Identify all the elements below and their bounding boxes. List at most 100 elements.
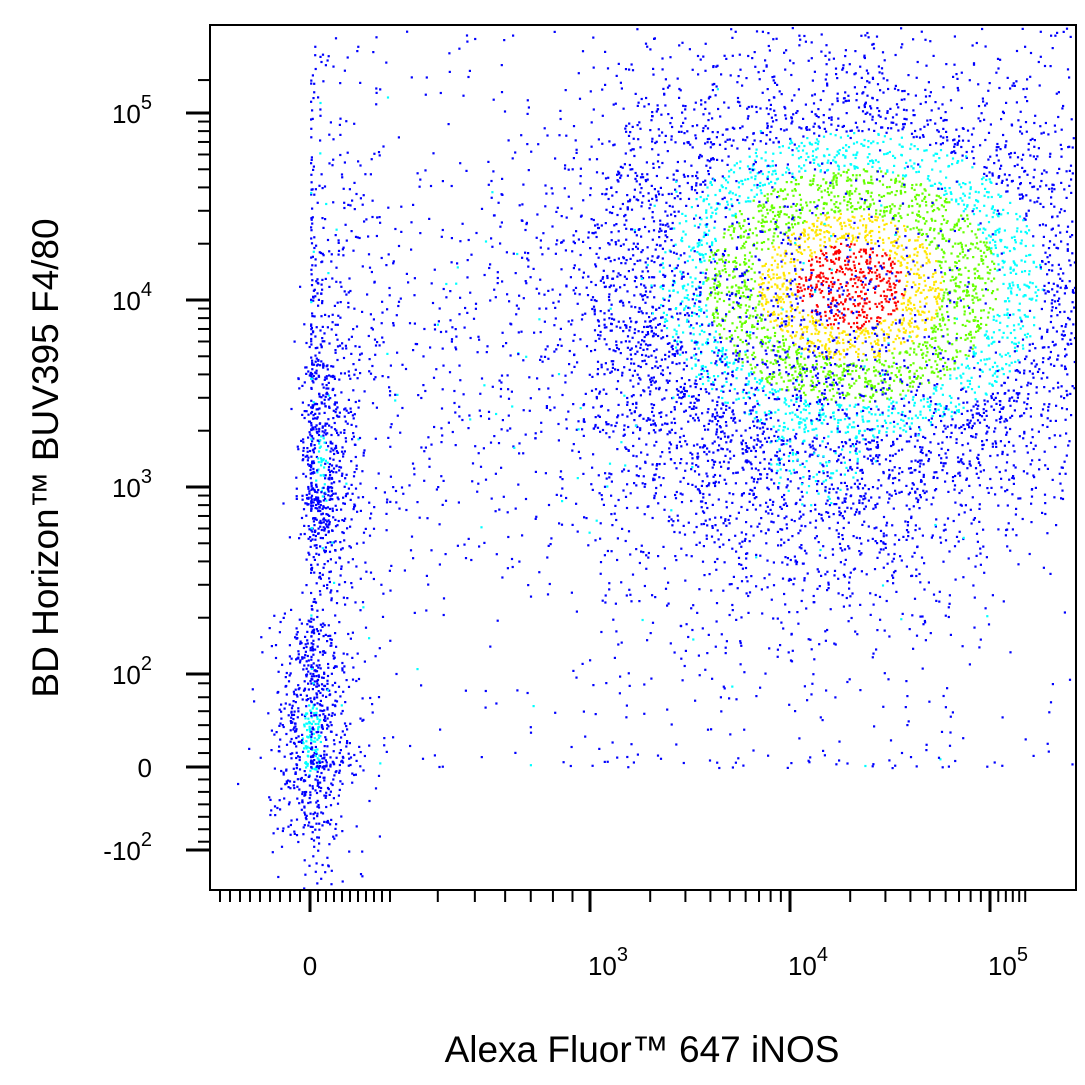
event-dot <box>1016 369 1019 372</box>
event-dot <box>854 72 857 75</box>
event-dot <box>870 496 873 499</box>
event-dot <box>835 364 838 367</box>
event-dot <box>771 268 774 272</box>
event-dot <box>946 139 949 142</box>
event-dot <box>688 307 691 310</box>
event-dot <box>767 182 771 185</box>
event-dot <box>1014 336 1017 340</box>
event-dot <box>966 257 969 260</box>
event-dot <box>848 245 851 248</box>
event-dot <box>855 350 858 354</box>
event-dot <box>658 134 661 137</box>
event-dot <box>955 332 959 335</box>
event-dot <box>505 251 508 254</box>
event-dot <box>741 364 744 367</box>
event-dot <box>1073 261 1076 264</box>
event-dot <box>816 219 819 222</box>
event-dot <box>510 390 513 393</box>
event-dot <box>521 256 524 259</box>
event-dot <box>475 231 478 235</box>
event-dot <box>954 282 957 285</box>
event-dot <box>740 441 743 444</box>
event-dot <box>916 487 919 491</box>
event-dot <box>803 288 806 291</box>
event-dot <box>720 465 723 468</box>
event-dot <box>964 334 968 337</box>
event-dot <box>713 482 716 485</box>
event-dot <box>970 133 974 136</box>
event-dot <box>990 207 993 210</box>
event-dot <box>714 292 717 295</box>
event-dot <box>499 395 502 398</box>
event-dot <box>1031 342 1034 345</box>
event-dot <box>782 429 785 432</box>
event-dot <box>427 583 430 586</box>
event-dot <box>812 150 815 153</box>
event-dot <box>781 298 784 301</box>
event-dot <box>862 406 865 409</box>
event-dot <box>704 183 707 186</box>
event-dot <box>761 358 764 361</box>
event-dot <box>763 467 766 470</box>
event-dot <box>897 89 900 92</box>
event-dot <box>867 140 870 143</box>
event-dot <box>354 601 357 604</box>
event-dot <box>705 216 708 219</box>
event-dot <box>799 251 802 254</box>
event-dot <box>348 374 351 377</box>
event-dot <box>956 143 959 146</box>
event-dot <box>930 371 933 374</box>
event-dot <box>592 108 595 111</box>
event-dot <box>619 274 622 277</box>
event-dot <box>941 288 944 291</box>
event-dot <box>1006 325 1009 328</box>
event-dot <box>660 304 663 307</box>
event-dot <box>926 123 929 126</box>
event-dot <box>788 345 791 348</box>
event-dot <box>837 152 840 155</box>
event-dot <box>992 331 995 334</box>
event-dot <box>940 305 944 308</box>
event-dot <box>699 325 702 328</box>
event-dot <box>909 471 912 474</box>
event-dot <box>911 380 914 383</box>
event-dot <box>837 365 840 368</box>
event-dot <box>755 443 758 446</box>
event-dot <box>799 337 802 340</box>
event-dot <box>759 276 762 279</box>
event-dot <box>759 107 762 110</box>
event-dot <box>774 182 777 185</box>
event-dot <box>961 154 964 157</box>
event-dot <box>691 483 694 486</box>
event-dot <box>773 313 776 316</box>
event-dot <box>871 118 874 121</box>
event-dot <box>849 129 852 132</box>
event-dot <box>733 164 736 167</box>
event-dot <box>996 375 999 378</box>
event-dot <box>698 252 701 255</box>
event-dot <box>819 170 822 173</box>
event-dot <box>616 213 619 217</box>
event-dot <box>609 329 612 332</box>
event-dot <box>937 370 940 374</box>
event-dot <box>631 125 634 128</box>
event-dot <box>592 232 595 235</box>
event-dot <box>669 431 672 434</box>
event-dot <box>918 459 921 462</box>
event-dot <box>703 234 706 237</box>
event-dot <box>848 423 851 426</box>
event-dot <box>598 392 601 395</box>
event-dot <box>1009 156 1012 159</box>
event-dot <box>339 153 342 157</box>
event-dot <box>824 314 827 317</box>
event-dot <box>860 142 863 146</box>
event-dot <box>803 233 806 236</box>
event-dot <box>740 494 743 497</box>
event-dot <box>686 259 689 263</box>
event-dot <box>835 352 838 355</box>
event-dot <box>883 392 886 395</box>
event-dot <box>462 94 465 97</box>
event-dot <box>975 207 978 210</box>
event-dot <box>1003 392 1006 395</box>
event-dot <box>704 107 707 110</box>
